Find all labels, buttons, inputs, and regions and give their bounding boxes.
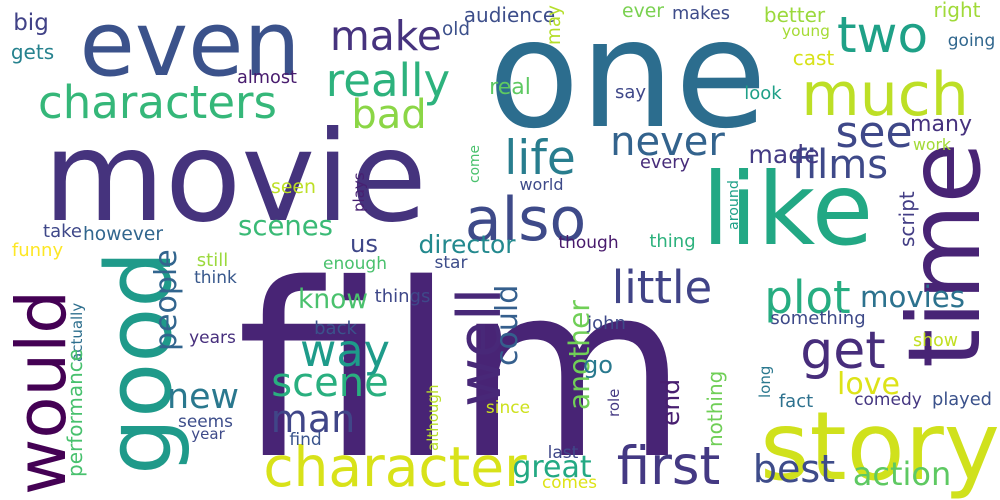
word-ever: ever bbox=[622, 0, 664, 22]
word-scene: scene bbox=[271, 360, 389, 406]
word-never: never bbox=[610, 119, 725, 165]
word-go: go bbox=[583, 350, 613, 379]
word-comedy: comedy bbox=[854, 390, 922, 410]
word-take: take bbox=[43, 221, 82, 242]
word-fact: fact bbox=[778, 391, 814, 412]
word-made: made bbox=[748, 140, 820, 169]
word-come: come bbox=[467, 145, 484, 183]
word-cast: cast bbox=[792, 46, 835, 70]
word-still: still bbox=[196, 250, 229, 271]
word-us: us bbox=[350, 229, 378, 259]
word-back: back bbox=[314, 318, 357, 339]
word-enough: enough bbox=[323, 254, 387, 274]
word-world: world bbox=[519, 175, 564, 194]
word-plays: plays bbox=[350, 172, 368, 213]
word-make: make bbox=[330, 11, 442, 60]
word-although: although bbox=[424, 384, 442, 451]
word-know: know bbox=[298, 283, 368, 315]
word-get: get bbox=[800, 321, 886, 381]
word-best: best bbox=[752, 447, 836, 491]
word-characters: characters bbox=[38, 76, 277, 129]
word-young: young bbox=[782, 22, 830, 41]
word-could: could bbox=[490, 284, 525, 366]
word-director: director bbox=[418, 230, 516, 259]
word-action: action bbox=[852, 455, 952, 493]
word-life: life bbox=[504, 131, 576, 186]
word-since: since bbox=[485, 398, 531, 418]
word-things: things bbox=[374, 286, 431, 307]
word-movies: movies bbox=[860, 280, 965, 315]
word-one: one bbox=[487, 0, 768, 162]
word-script: script bbox=[895, 191, 919, 247]
word-however: however bbox=[83, 223, 163, 245]
word-years: years bbox=[189, 328, 236, 348]
word-man: man bbox=[270, 397, 356, 441]
word-last: last bbox=[547, 443, 579, 463]
word-like: like bbox=[701, 151, 874, 268]
word-much: much bbox=[801, 60, 969, 130]
word-look: look bbox=[744, 83, 782, 104]
word-big: big bbox=[13, 10, 49, 36]
word-makes: makes bbox=[672, 4, 730, 25]
word-real: real bbox=[489, 75, 531, 100]
word-many: many bbox=[910, 111, 972, 137]
word-seems: seems bbox=[178, 410, 233, 431]
word-bad: bad bbox=[351, 92, 427, 138]
word-great: great bbox=[512, 450, 592, 485]
word-movie: movie bbox=[43, 105, 427, 250]
word-way: way bbox=[300, 326, 390, 378]
word-audience: audience bbox=[463, 3, 556, 27]
word-seen: seen bbox=[271, 175, 316, 198]
word-played: played bbox=[932, 389, 992, 411]
word-gets: gets bbox=[10, 40, 55, 64]
word-every: every bbox=[640, 153, 690, 174]
word-two: two bbox=[836, 6, 929, 64]
word-going: going bbox=[947, 31, 996, 51]
word-work: work bbox=[913, 134, 951, 154]
word-first: first bbox=[616, 436, 721, 497]
word-scenes: scenes bbox=[238, 210, 333, 243]
word-find: find bbox=[289, 430, 322, 450]
word-may: may bbox=[543, 5, 565, 45]
word-almost: almost bbox=[237, 68, 297, 89]
word-around: around bbox=[726, 180, 743, 230]
word-star: star bbox=[434, 253, 468, 273]
word-year: year bbox=[191, 425, 225, 443]
word-nothing: nothing bbox=[703, 370, 727, 448]
word-show: show bbox=[913, 331, 958, 352]
word-plot: plot bbox=[764, 271, 851, 324]
word-think: think bbox=[194, 268, 237, 288]
word-really: really bbox=[325, 54, 451, 107]
word-people: people bbox=[149, 249, 184, 351]
word-end: end bbox=[656, 378, 685, 427]
word-though: though bbox=[558, 233, 619, 253]
word-old: old bbox=[442, 18, 470, 40]
word-performance: performance bbox=[63, 348, 87, 477]
word-also: also bbox=[464, 185, 587, 255]
word-even: even bbox=[79, 0, 301, 97]
word-right: right bbox=[933, 0, 981, 22]
word-role: role bbox=[605, 388, 623, 418]
word-comes: comes bbox=[542, 471, 597, 492]
word-new: new bbox=[167, 377, 239, 418]
word-film: film bbox=[236, 232, 689, 500]
word-story: story bbox=[760, 392, 1000, 500]
word-films: films bbox=[791, 142, 889, 188]
word-funny: funny bbox=[11, 240, 64, 261]
word-say: say bbox=[614, 82, 647, 103]
word-better: better bbox=[763, 3, 826, 27]
word-john: john bbox=[587, 313, 626, 334]
word-long: long bbox=[756, 365, 774, 399]
word-love: love bbox=[837, 367, 900, 402]
word-little: little bbox=[611, 261, 713, 314]
word-something: something bbox=[770, 308, 866, 329]
word-see: see bbox=[835, 107, 913, 158]
word-thing: thing bbox=[649, 231, 696, 252]
word-character: character bbox=[263, 435, 527, 499]
